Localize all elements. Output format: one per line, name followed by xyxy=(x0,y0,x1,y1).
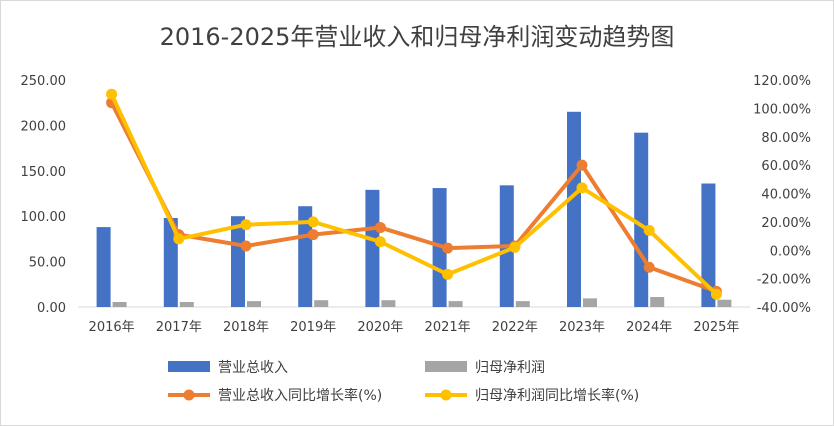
profit-growth-point xyxy=(509,241,521,253)
left-axis-tick-label: 50.00 xyxy=(29,256,66,271)
profit-growth-point xyxy=(307,216,319,228)
profit-growth-line xyxy=(109,92,719,297)
legend-label: 营业总收入 xyxy=(218,360,288,376)
net-profit-bar xyxy=(515,301,530,307)
left-axis-tick-label: 200.00 xyxy=(21,119,67,134)
net-profit-bar xyxy=(650,297,665,307)
revenue-bar xyxy=(96,227,111,307)
right-axis-tick-label: 40.00% xyxy=(761,188,811,203)
left-axis-tick-label: 250.00 xyxy=(21,74,67,89)
net-profit-bar xyxy=(247,301,261,307)
left-axis-tick-label: 100.00 xyxy=(21,210,67,225)
revenue-bar xyxy=(231,216,245,307)
right-axis-tick-label: -20.00% xyxy=(757,273,811,288)
revenue-growth-point xyxy=(307,229,319,241)
x-axis-tick-label: 2017年 xyxy=(156,320,202,335)
net-profit-bar xyxy=(179,302,194,307)
revenue-growth-point xyxy=(442,242,454,254)
x-axis-tick-label: 2021年 xyxy=(425,320,471,335)
revenue-growth-line xyxy=(109,100,719,294)
net-profit-bar xyxy=(314,300,329,307)
legend-marker xyxy=(183,389,195,401)
right-axis-tick-label: 80.00% xyxy=(761,131,811,146)
right-axis-tick-label: 60.00% xyxy=(761,159,811,174)
profit-growth-point xyxy=(643,224,655,236)
net-profit-bar xyxy=(381,300,396,307)
revenue-growth-point xyxy=(576,159,588,171)
net-profit-bar xyxy=(717,299,732,307)
x-axis-tick-label: 2025年 xyxy=(693,320,739,335)
x-axis-tick-label: 2019年 xyxy=(290,320,336,335)
x-axis-tick-label: 2023年 xyxy=(559,320,605,335)
right-axis-tick-label: 100.00% xyxy=(753,102,811,117)
right-axis-tick-label: 20.00% xyxy=(761,216,811,231)
profit-growth-point xyxy=(106,88,118,100)
profit-growth-point xyxy=(173,233,185,245)
net-profit-bar xyxy=(448,301,463,307)
revenue-bar xyxy=(634,132,649,307)
revenue-bar xyxy=(701,183,716,307)
profit-growth-point xyxy=(240,219,252,231)
right-axis-tick-label: -40.00% xyxy=(757,301,811,316)
revenue-growth-point xyxy=(643,261,655,273)
x-axis-tick-label: 2024年 xyxy=(626,320,672,335)
left-axis-tick-label: 0.00 xyxy=(37,301,66,316)
revenue-bar xyxy=(298,206,313,307)
revenue-growth-point xyxy=(374,222,386,234)
revenue-bar xyxy=(567,111,581,307)
legend-swatch xyxy=(168,361,210,372)
profit-growth-point xyxy=(442,268,454,280)
right-axis-tick-label: 120.00% xyxy=(753,74,811,89)
x-axis-tick-label: 2022年 xyxy=(492,320,538,335)
net-profit-bar xyxy=(112,302,127,307)
x-axis-tick-label: 2016年 xyxy=(89,320,135,335)
x-axis-tick-label: 2020年 xyxy=(357,320,403,335)
legend-swatch xyxy=(425,361,467,372)
legend-label: 营业总收入同比增长率(%) xyxy=(218,387,382,404)
profit-growth-point xyxy=(710,288,722,300)
legend-label: 归母净利润同比增长率(%) xyxy=(475,387,639,404)
net-profit-bar xyxy=(583,298,597,307)
left-axis-tick-label: 150.00 xyxy=(21,165,67,180)
legend-marker xyxy=(440,389,452,401)
legend-label: 归母净利润 xyxy=(475,359,545,376)
revenue-growth-point xyxy=(240,240,252,252)
right-axis-tick-label: 0.00% xyxy=(770,244,811,259)
profit-growth-point xyxy=(374,236,386,248)
chart-title: 2016-2025年营业收入和归母净利润变动趋势图 xyxy=(160,23,675,51)
x-axis-tick-label: 2018年 xyxy=(223,320,269,335)
profit-growth-point xyxy=(576,182,588,194)
revenue-bar xyxy=(365,189,380,307)
